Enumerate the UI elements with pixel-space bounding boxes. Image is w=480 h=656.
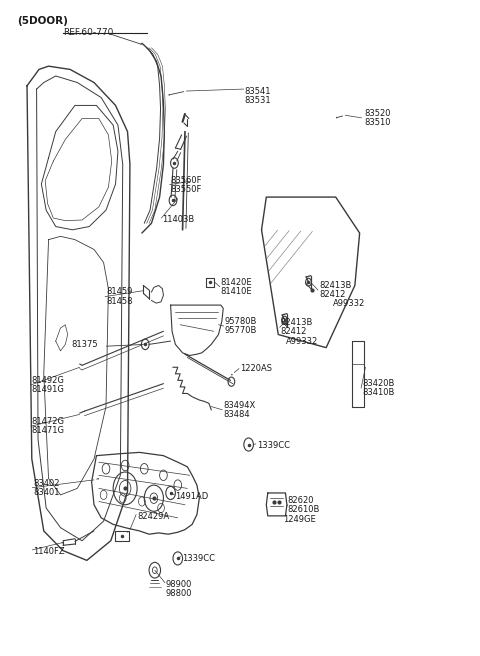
Text: (5DOOR): (5DOOR) [17,16,68,26]
Text: 81458: 81458 [106,297,132,306]
Text: REF.60-770: REF.60-770 [63,28,113,37]
Text: 81492G: 81492G [32,376,65,385]
Text: 82429A: 82429A [137,512,169,521]
Text: 95780B: 95780B [225,317,257,326]
Text: 1140FZ: 1140FZ [33,547,65,556]
Text: 81459: 81459 [106,287,132,297]
Text: 1220AS: 1220AS [240,364,272,373]
Text: 95770B: 95770B [225,326,257,335]
Text: 83402: 83402 [33,479,60,487]
Text: 11403B: 11403B [162,215,195,224]
Text: 82413B: 82413B [319,281,351,290]
Text: A99332: A99332 [286,337,318,346]
Text: A99332: A99332 [333,299,366,308]
Text: 83510: 83510 [364,118,391,127]
Text: 81420E: 81420E [221,277,252,287]
Text: 81472G: 81472G [32,417,65,426]
Text: 82610B: 82610B [288,506,320,514]
Text: 81491G: 81491G [32,385,65,394]
Text: 83531: 83531 [245,96,271,105]
Text: 81471G: 81471G [32,426,65,436]
Text: 83410B: 83410B [362,388,395,398]
Text: 1491AD: 1491AD [175,493,209,501]
Text: 83541: 83541 [245,87,271,96]
Text: 83420B: 83420B [362,379,395,388]
Text: 81375: 81375 [72,340,98,349]
Text: 1339CC: 1339CC [181,554,215,563]
Text: 82413B: 82413B [281,318,313,327]
Text: 83550F: 83550F [170,185,202,194]
Text: 98800: 98800 [166,589,192,598]
Text: 81410E: 81410E [221,287,252,296]
Text: 82412: 82412 [281,327,307,337]
Text: 1249GE: 1249GE [283,515,316,523]
Text: 83484: 83484 [223,410,250,419]
Text: 1339CC: 1339CC [257,441,290,450]
Text: 98900: 98900 [166,580,192,589]
Text: 83401: 83401 [33,488,60,497]
Text: 82412: 82412 [319,290,345,299]
Text: 83520: 83520 [364,109,391,118]
Text: 83560F: 83560F [170,176,202,184]
Text: 83494X: 83494X [223,401,255,410]
Text: 82620: 82620 [288,497,314,505]
